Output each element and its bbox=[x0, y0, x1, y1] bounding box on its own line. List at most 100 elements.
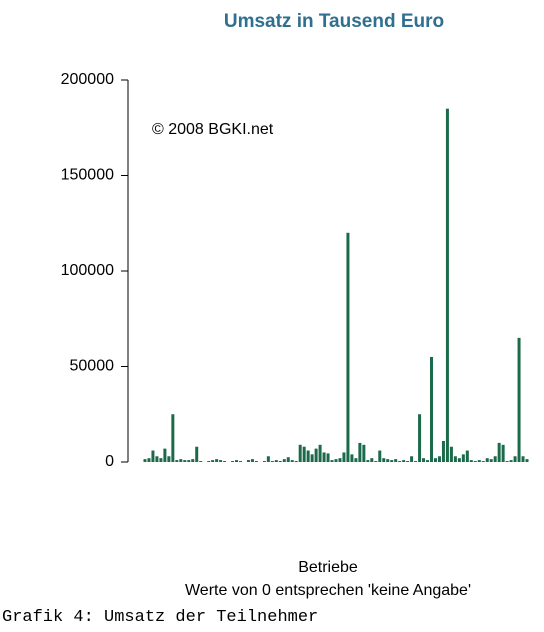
bar bbox=[302, 446, 306, 462]
bar bbox=[378, 450, 382, 462]
bar bbox=[382, 458, 386, 462]
bar bbox=[497, 442, 501, 462]
bar bbox=[465, 450, 469, 462]
bar bbox=[437, 456, 441, 462]
bar bbox=[426, 460, 430, 462]
bar bbox=[187, 460, 191, 462]
bar bbox=[418, 414, 422, 462]
bar bbox=[262, 461, 266, 462]
bar bbox=[322, 452, 326, 462]
bar bbox=[235, 460, 239, 462]
bar bbox=[350, 454, 354, 462]
bar bbox=[493, 456, 497, 462]
bar bbox=[278, 461, 282, 462]
bar bbox=[294, 461, 298, 462]
bar bbox=[370, 458, 374, 462]
bar bbox=[250, 459, 254, 462]
bar bbox=[346, 232, 350, 462]
bar bbox=[521, 456, 525, 462]
bar bbox=[167, 456, 171, 462]
bar bbox=[394, 459, 398, 462]
bar bbox=[422, 458, 426, 462]
bar bbox=[477, 460, 481, 462]
bar bbox=[306, 450, 310, 462]
bar bbox=[231, 461, 235, 462]
bar bbox=[298, 444, 302, 462]
bar bbox=[330, 460, 334, 462]
bar bbox=[159, 458, 163, 462]
bar bbox=[163, 448, 167, 462]
bar bbox=[143, 459, 147, 462]
bar bbox=[318, 444, 322, 462]
bar bbox=[513, 456, 517, 462]
subtitle: Werte von 0 entsprechen 'keine Angabe' bbox=[185, 582, 471, 599]
bar bbox=[334, 459, 338, 462]
bar bbox=[254, 461, 258, 462]
bar bbox=[406, 461, 410, 462]
bar bbox=[151, 450, 155, 462]
bar bbox=[310, 454, 314, 462]
bar bbox=[410, 456, 414, 462]
bar bbox=[342, 452, 346, 462]
bar bbox=[430, 356, 434, 462]
bar bbox=[453, 456, 457, 462]
y-tick-label: 0 bbox=[105, 453, 114, 470]
chart-title: Umsatz in Tausend Euro bbox=[224, 11, 444, 32]
y-tick-label: 100000 bbox=[61, 262, 114, 279]
bar bbox=[485, 458, 489, 462]
bar bbox=[457, 458, 461, 462]
bar bbox=[414, 461, 418, 462]
bar bbox=[402, 460, 406, 462]
caption: Grafik 4: Umsatz der Teilnehmer bbox=[2, 608, 319, 627]
chart: Umsatz in Tausend Euro © 2008 BGKI.net B… bbox=[61, 11, 529, 599]
bar bbox=[398, 461, 402, 462]
bar bbox=[183, 460, 187, 462]
bar bbox=[290, 460, 294, 462]
bar bbox=[501, 444, 505, 462]
bar bbox=[449, 446, 453, 462]
bar bbox=[469, 460, 473, 462]
bar bbox=[326, 453, 330, 462]
bar bbox=[207, 461, 211, 462]
bar bbox=[314, 448, 318, 462]
bar bbox=[219, 460, 223, 462]
bar bbox=[509, 460, 513, 462]
bar bbox=[441, 440, 445, 462]
bar bbox=[525, 459, 529, 462]
bar bbox=[481, 461, 485, 462]
bar bbox=[171, 414, 175, 462]
y-tick-label: 50000 bbox=[70, 358, 115, 375]
bar bbox=[358, 442, 362, 462]
bar bbox=[517, 337, 521, 462]
bar bbox=[286, 457, 290, 462]
bar bbox=[390, 460, 394, 462]
bar bbox=[362, 444, 366, 462]
bar bbox=[211, 460, 215, 462]
bar bbox=[155, 456, 159, 462]
bar bbox=[215, 459, 219, 462]
bar bbox=[338, 458, 342, 462]
bar bbox=[366, 460, 370, 462]
bar bbox=[274, 460, 278, 462]
bar bbox=[199, 461, 203, 462]
x-axis-label: Betriebe bbox=[298, 559, 358, 576]
bar bbox=[386, 459, 390, 462]
bar bbox=[238, 461, 242, 462]
bar bbox=[147, 458, 151, 462]
bar bbox=[266, 456, 270, 462]
bar bbox=[489, 459, 493, 462]
bar bbox=[270, 461, 274, 462]
bar bbox=[445, 108, 449, 463]
bar bbox=[374, 461, 378, 462]
y-tick-label: 150000 bbox=[61, 167, 114, 184]
bar bbox=[461, 454, 465, 462]
y-tick-label: 200000 bbox=[61, 71, 114, 88]
bar bbox=[505, 461, 509, 462]
bar bbox=[179, 459, 183, 462]
bar bbox=[195, 446, 199, 462]
bar bbox=[191, 459, 195, 462]
bar bbox=[473, 461, 477, 462]
bar bbox=[175, 460, 179, 462]
bar bbox=[354, 458, 358, 462]
